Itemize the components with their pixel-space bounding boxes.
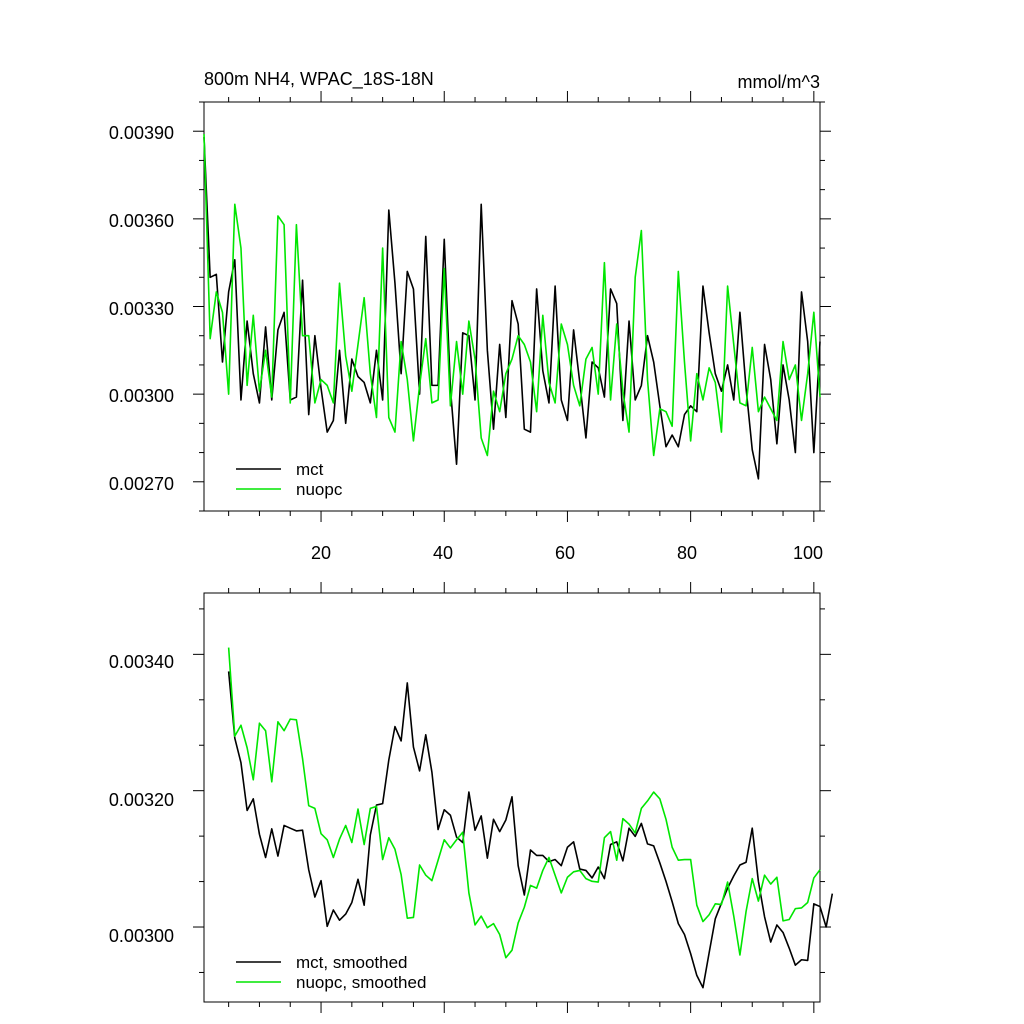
top-y-tick-label: 0.00270 [109, 474, 174, 494]
bottom-legend-label-nuopc: nuopc, smoothed [296, 973, 426, 992]
bottom-plot-frame [203, 592, 821, 1003]
bottom-legend: mct, smoothed nuopc, smoothed [236, 953, 426, 992]
top-series-line-mct [203, 137, 821, 480]
bottom-series-group [227, 647, 834, 989]
top-axis-ticks [193, 91, 831, 522]
top-y-tick-label: 0.00330 [109, 299, 174, 319]
top-y-axis-labels: 0.00390 0.00360 0.00330 0.00300 0.00270 [109, 123, 174, 494]
bottom-y-axis-labels: 0.00340 0.00320 0.00300 [109, 652, 174, 946]
bottom-panel: 0.00340 0.00320 0.00300 mct, smoothed nu… [109, 582, 834, 1013]
top-panel: 800m NH4, WPAC_18S-18N mmol/m^3 0.00390 … [109, 69, 831, 563]
bottom-y-tick-label: 0.00340 [109, 652, 174, 672]
bottom-series-line-nuopc [227, 647, 821, 959]
top-legend: mct nuopc [236, 460, 343, 499]
top-x-axis-labels: 20 40 60 80 100 [311, 543, 823, 563]
bottom-legend-label-mct: mct, smoothed [296, 953, 408, 972]
top-series-group [203, 134, 821, 480]
top-y-tick-label: 0.00390 [109, 123, 174, 143]
bottom-y-tick-label: 0.00300 [109, 926, 174, 946]
bottom-axis-ticks [193, 582, 831, 1013]
top-x-tick-label: 80 [677, 543, 697, 563]
top-chart-title: 800m NH4, WPAC_18S-18N [204, 69, 434, 90]
bottom-y-tick-label: 0.00320 [109, 790, 174, 810]
top-series-line-nuopc [203, 134, 821, 457]
top-y-tick-label: 0.00360 [109, 211, 174, 231]
top-legend-label-mct: mct [296, 460, 324, 479]
top-chart-units: mmol/m^3 [738, 72, 820, 92]
top-y-tick-label: 0.00300 [109, 386, 174, 406]
top-x-tick-label: 60 [555, 543, 575, 563]
top-x-tick-label: 40 [433, 543, 453, 563]
top-x-tick-label: 20 [311, 543, 331, 563]
bottom-series-line-mct [227, 671, 834, 989]
top-legend-label-nuopc: nuopc [296, 480, 343, 499]
top-x-tick-label: 100 [793, 543, 823, 563]
